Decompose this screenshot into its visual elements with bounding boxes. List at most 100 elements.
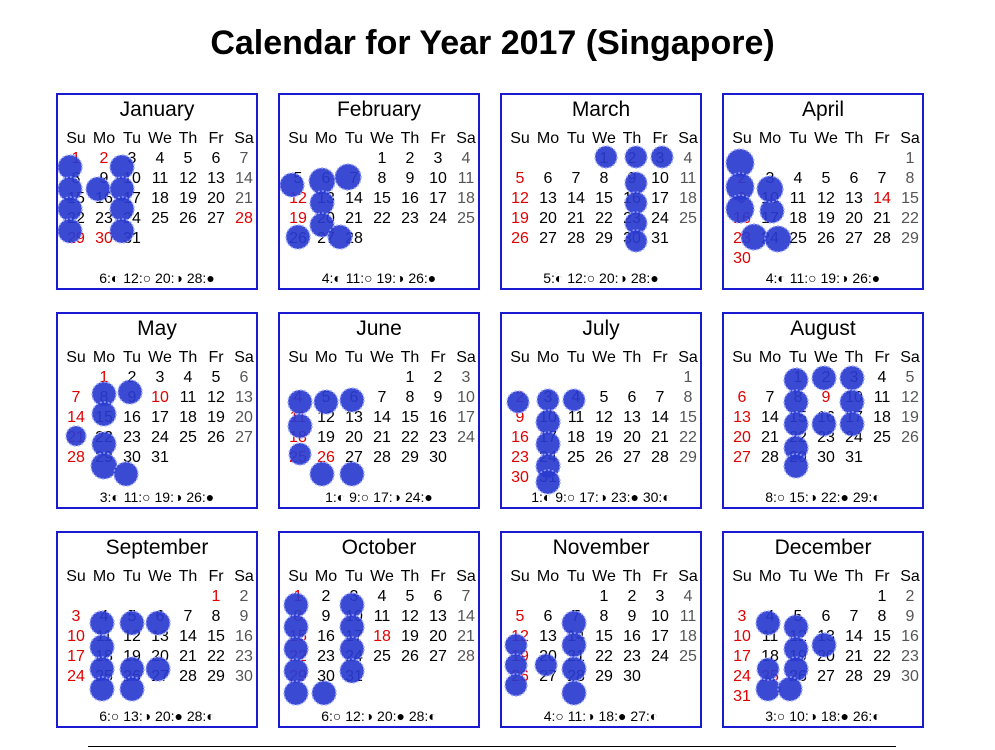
moon-phases: 6:○ 13:◑ 20:● 28:◐	[99, 708, 215, 724]
day-cell: 12	[901, 389, 919, 406]
day-cell: 11	[679, 608, 697, 625]
day-cell: 1	[683, 369, 693, 386]
day-cell: 17	[651, 628, 669, 645]
weekday-label: Fr	[430, 130, 446, 147]
empty-cell	[534, 368, 562, 388]
empty-cell	[784, 687, 812, 707]
day-cell: 25	[679, 648, 697, 665]
day-cell: 22	[679, 429, 697, 446]
day-cell: 16	[733, 210, 751, 227]
day-cell: 26	[901, 429, 919, 446]
day-cell: 11	[761, 628, 779, 645]
day-grid: Su Mo Tu We Th Fr Sa 1 2 3 4 5 6 7 8 9 10 11 12 13 14 15 16 17 1…	[728, 567, 922, 707]
weekday-label: Th	[622, 568, 642, 585]
day-cell: 8	[377, 170, 387, 187]
day-cell: 8	[211, 608, 221, 625]
week-row: 1 2 3 4	[506, 587, 700, 607]
day-cell: 10	[429, 170, 447, 187]
day-cell: 9	[515, 409, 525, 426]
day-cell: 16	[901, 628, 919, 645]
day-cell: 7	[349, 170, 359, 187]
day-cell: 15	[873, 628, 891, 645]
empty-cell	[424, 667, 452, 687]
week-row: 4 5 6 7 8 9 10	[284, 388, 478, 408]
day-cell: 17	[151, 409, 169, 426]
weekday-header: Su Mo Tu We Th Fr Sa	[506, 129, 700, 149]
weekday-label: Th	[400, 130, 420, 147]
weekday-label: Fr	[208, 349, 224, 366]
empty-cell	[174, 448, 202, 468]
weekday-label: Mo	[758, 130, 782, 147]
weekday-label: Th	[622, 349, 642, 366]
week-row: 20 21 22 23 24 25 26	[728, 428, 922, 448]
month-september: September Su Mo Tu We Th Fr Sa 1 2 3 4 5 6 7 8 9 10 11 12 13…	[56, 531, 258, 728]
day-cell: 21	[761, 429, 779, 446]
empty-cell	[784, 149, 812, 169]
day-cell: 19	[511, 210, 529, 227]
weekday-label: Fr	[874, 130, 890, 147]
day-cell: 1	[905, 150, 915, 167]
day-cell: 13	[623, 409, 641, 426]
weekday-label: Su	[288, 130, 308, 147]
day-cell: 22	[207, 648, 225, 665]
day-cell: 9	[433, 389, 443, 406]
day-cell: 27	[623, 449, 641, 466]
day-cell: 15	[95, 409, 113, 426]
week-row: 31	[728, 687, 922, 707]
day-cell: 17	[733, 648, 751, 665]
day-cell: 8	[599, 608, 609, 625]
day-cell: 26	[511, 230, 529, 247]
weekday-label: Fr	[208, 568, 224, 585]
weekday-label: We	[592, 349, 616, 366]
day-cell: 4	[571, 389, 581, 406]
day-cell: 18	[761, 648, 779, 665]
day-cell: 19	[817, 210, 835, 227]
day-cell: 21	[651, 429, 669, 446]
empty-cell	[896, 249, 922, 269]
month-name: March	[571, 98, 631, 121]
empty-cell	[784, 587, 812, 607]
day-cell: 31	[345, 668, 363, 685]
weekday-label: Mo	[314, 349, 338, 366]
weekday-label: Su	[510, 568, 530, 585]
day-cell: 5	[793, 608, 803, 625]
empty-cell	[756, 587, 784, 607]
week-row: 18 19 20 21 22 23 24	[284, 428, 478, 448]
day-cell: 29	[401, 449, 419, 466]
day-cell: 19	[123, 648, 141, 665]
day-cell: 31	[733, 688, 751, 705]
weekday-label: Su	[288, 349, 308, 366]
day-cell: 22	[873, 648, 891, 665]
day-cell: 16	[429, 409, 447, 426]
month-july: July Su Mo Tu We Th Fr Sa 1 2 3 4 5 6 7 8 9 10 11 12 13 14 15 1…	[500, 312, 702, 509]
day-cell: 4	[461, 150, 471, 167]
empty-cell	[728, 149, 756, 169]
month-name: July	[582, 317, 620, 340]
day-cell: 11	[179, 389, 197, 406]
day-cell: 12	[511, 190, 529, 207]
week-row: 30	[728, 249, 922, 269]
day-cell: 4	[293, 389, 303, 406]
day-cell: 22	[901, 210, 919, 227]
day-cell: 30	[733, 250, 751, 267]
month-february: February Su Mo Tu We Th Fr Sa 1 2 3 4 5 6 7 8 9 10 11 12 13 1…	[278, 93, 480, 290]
day-cell: 5	[321, 389, 331, 406]
day-cell: 17	[457, 409, 475, 426]
day-cell: 21	[345, 210, 363, 227]
day-cell: 23	[623, 648, 641, 665]
day-cell: 21	[567, 210, 585, 227]
day-cell: 6	[433, 588, 443, 605]
day-cell: 1	[99, 369, 109, 386]
day-cell: 24	[151, 429, 169, 446]
weekday-label: Fr	[652, 130, 668, 147]
day-cell: 29	[901, 230, 919, 247]
day-cell: 29	[207, 668, 225, 685]
day-cell: 13	[207, 170, 225, 187]
day-cell: 10	[123, 170, 141, 187]
day-cell: 7	[461, 588, 471, 605]
moon-phases: 6:○ 12:◑ 20:● 28:◐	[321, 708, 437, 724]
weekday-label: Sa	[900, 349, 920, 366]
day-cell: 26	[289, 230, 307, 247]
day-cell: 8	[99, 389, 109, 406]
weekday-label: Sa	[900, 568, 920, 585]
